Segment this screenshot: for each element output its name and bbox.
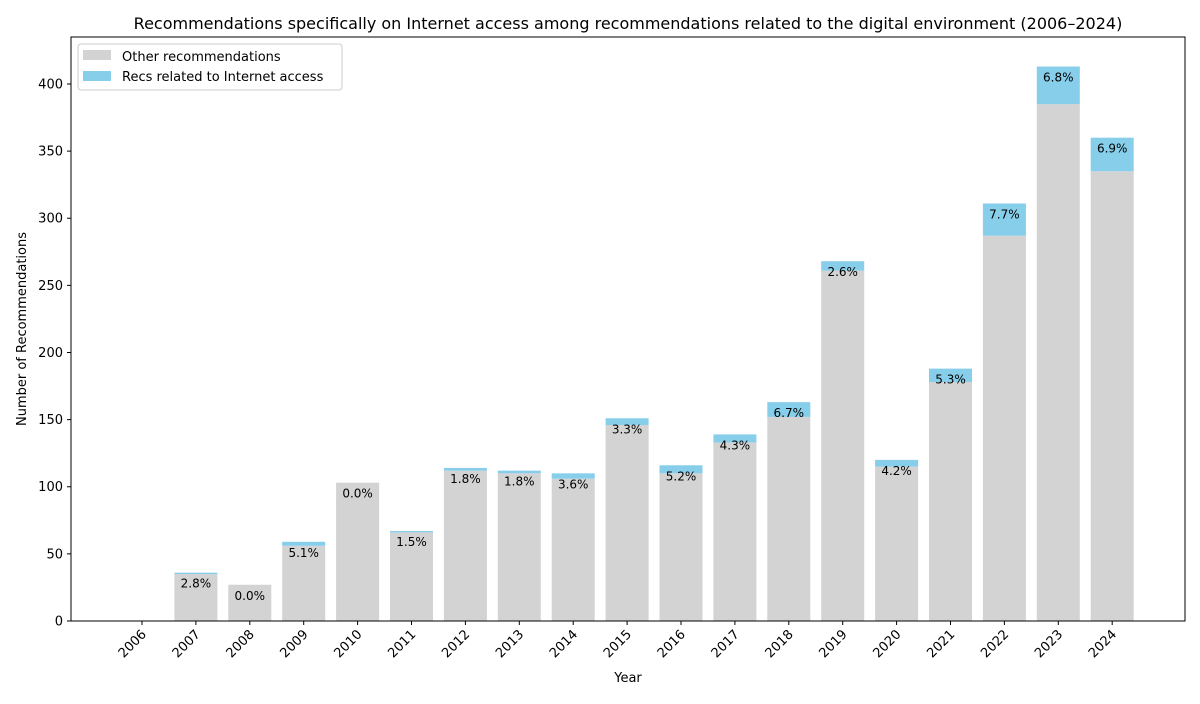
x-tick-label-2016: 2016 bbox=[655, 627, 689, 661]
bar-internet-2024 bbox=[1090, 137, 1134, 172]
bar-other-2011 bbox=[390, 532, 433, 621]
legend-frame bbox=[77, 43, 343, 91]
bar-internet-2023 bbox=[1036, 66, 1080, 105]
y-axis-label: Number of Recommendations bbox=[15, 232, 30, 426]
x-tick-label-2022: 2022 bbox=[978, 627, 1012, 661]
bar-label-2017: 4.3% bbox=[720, 438, 751, 452]
x-tick-label-2021: 2021 bbox=[924, 627, 958, 661]
x-tick-label-2008: 2008 bbox=[224, 627, 258, 661]
bar-label-2020: 4.2% bbox=[881, 464, 912, 478]
x-tick-label-2014: 2014 bbox=[547, 627, 581, 661]
bar-labels-layer: 2.8% 0.0% 5.1% 0.0% 1.5% 1.8% 1.8% 3.6% 3.3% 5.2%… bbox=[181, 71, 1128, 603]
legend-label-other: Other recommendations bbox=[122, 50, 281, 65]
x-tick-label-2020: 2020 bbox=[870, 627, 904, 661]
y-tick-label-400: 400 bbox=[38, 77, 63, 92]
bar-label-2012: 1.8% bbox=[450, 472, 481, 486]
bar-internet-2018 bbox=[767, 402, 811, 417]
bar-internet-2016 bbox=[659, 465, 703, 474]
bar-label-2024: 6.9% bbox=[1097, 142, 1128, 156]
bar-label-2022: 7.7% bbox=[989, 207, 1020, 221]
bar-label-2016: 5.2% bbox=[666, 469, 697, 483]
bar-internet-2007 bbox=[174, 572, 218, 575]
bar-other-2007 bbox=[174, 574, 218, 621]
x-tick-label-2017: 2017 bbox=[709, 627, 743, 661]
y-tick-label-300: 300 bbox=[38, 212, 63, 227]
bar-label-2008: 0.0% bbox=[235, 589, 266, 603]
bar-label-2023: 6.8% bbox=[1043, 71, 1074, 85]
bar-internet-2017 bbox=[713, 434, 757, 443]
x-tick-label-2013: 2013 bbox=[493, 627, 527, 661]
plot-area-frame bbox=[70, 36, 1186, 622]
bar-other-2019 bbox=[821, 270, 865, 621]
bar-label-2010: 0.0% bbox=[342, 487, 373, 501]
bar-internet-2009 bbox=[282, 541, 326, 546]
x-tick-label-2007: 2007 bbox=[170, 627, 204, 661]
bar-label-2013: 1.8% bbox=[504, 475, 535, 489]
bar-other-2009 bbox=[282, 545, 326, 621]
bar-internet-2014 bbox=[551, 473, 595, 479]
bar-internet-2021 bbox=[929, 368, 972, 383]
bar-label-2021: 5.3% bbox=[935, 373, 966, 387]
legend-label-internet: Recs related to Internet access bbox=[122, 70, 324, 85]
y-tick-label-250: 250 bbox=[38, 279, 63, 294]
bar-other-2016 bbox=[659, 473, 703, 621]
bar-label-2009: 5.1% bbox=[288, 546, 319, 560]
bar-other-2023 bbox=[1036, 104, 1080, 621]
bar-other-2018 bbox=[767, 416, 811, 621]
legend-swatch-other bbox=[83, 50, 111, 60]
y-tick-label-350: 350 bbox=[38, 145, 63, 160]
x-axis: 2006 2007 2008 2009 2010 2011 2012 2013 2014 2015… bbox=[116, 621, 1120, 661]
bar-other-2013 bbox=[497, 473, 541, 621]
bar-label-2011: 1.5% bbox=[396, 535, 427, 549]
legend: Other recommendations Recs related to In… bbox=[77, 43, 343, 91]
bar-internet-2019 bbox=[821, 261, 865, 271]
bar-internet-2011 bbox=[390, 531, 433, 533]
bar-label-2015: 3.3% bbox=[612, 422, 643, 436]
x-tick-label-2015: 2015 bbox=[601, 627, 635, 661]
x-tick-label-2006: 2006 bbox=[116, 627, 150, 661]
y-tick-label-100: 100 bbox=[38, 480, 63, 495]
x-tick-label-2018: 2018 bbox=[763, 627, 797, 661]
bar-label-2019: 2.6% bbox=[827, 265, 858, 279]
y-axis: 0 50 100 150 200 250 300 350 400 bbox=[38, 77, 71, 630]
bar-other-2024 bbox=[1090, 171, 1134, 621]
x-tick-label-2010: 2010 bbox=[331, 627, 365, 661]
bar-other-2014 bbox=[551, 478, 595, 621]
bar-label-2014: 3.6% bbox=[558, 477, 589, 491]
bars-layer bbox=[174, 66, 1134, 621]
bar-other-2020 bbox=[875, 466, 919, 621]
y-tick-label-0: 0 bbox=[55, 615, 63, 630]
x-tick-label-2009: 2009 bbox=[278, 627, 312, 661]
bar-internet-2022 bbox=[982, 203, 1026, 236]
x-tick-label-2019: 2019 bbox=[817, 627, 851, 661]
bar-other-2008 bbox=[228, 584, 272, 621]
bar-other-2017 bbox=[713, 442, 757, 621]
chart-title: Recommendations specifically on Internet… bbox=[134, 14, 1123, 33]
y-tick-label-200: 200 bbox=[38, 346, 63, 361]
bar-other-2015 bbox=[605, 424, 649, 621]
y-tick-label-150: 150 bbox=[38, 413, 63, 428]
bar-other-2012 bbox=[443, 470, 487, 621]
x-tick-label-2023: 2023 bbox=[1032, 627, 1066, 661]
bar-other-2010 bbox=[336, 482, 380, 621]
bar-internet-2015 bbox=[605, 418, 649, 425]
bar-label-2018: 6.7% bbox=[774, 406, 805, 420]
bar-other-2022 bbox=[982, 235, 1026, 621]
x-tick-label-2012: 2012 bbox=[439, 627, 473, 661]
legend-swatch-internet bbox=[83, 71, 111, 81]
x-axis-label: Year bbox=[613, 671, 642, 686]
bar-other-2021 bbox=[929, 382, 972, 621]
bar-label-2007: 2.8% bbox=[181, 577, 212, 591]
bar-internet-2013 bbox=[497, 470, 541, 474]
bar-internet-2012 bbox=[443, 467, 487, 471]
x-tick-label-2024: 2024 bbox=[1086, 627, 1120, 661]
x-tick-label-2011: 2011 bbox=[385, 627, 419, 661]
bar-internet-2020 bbox=[875, 459, 919, 467]
y-tick-label-50: 50 bbox=[46, 547, 63, 562]
